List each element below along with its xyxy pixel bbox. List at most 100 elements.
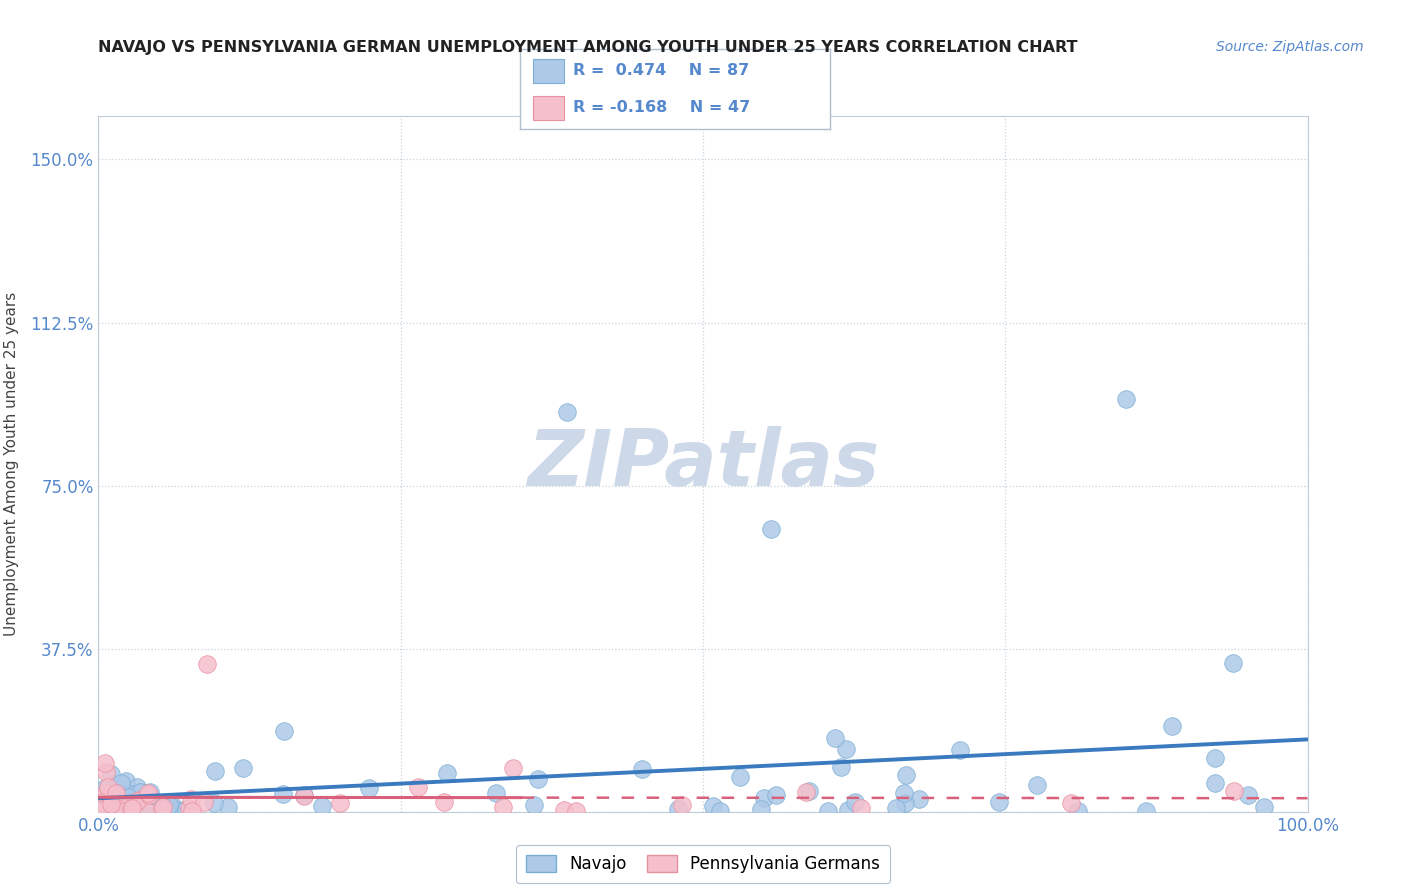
Point	[108, 797, 131, 812]
Point	[432, 795, 454, 809]
Point	[1204, 750, 1226, 764]
Point	[908, 792, 931, 806]
Point	[837, 804, 859, 818]
Point	[89, 793, 111, 807]
Point	[117, 790, 139, 805]
Point	[149, 802, 172, 816]
Point	[104, 789, 127, 804]
Point	[1026, 778, 1049, 792]
Point	[1115, 392, 1137, 406]
Bar	[533, 95, 564, 120]
Point	[110, 789, 132, 803]
Point	[117, 804, 139, 818]
Point	[105, 797, 128, 811]
Point	[565, 804, 588, 818]
Point	[125, 780, 148, 794]
Text: R = -0.168    N = 47: R = -0.168 N = 47	[572, 100, 749, 115]
Point	[100, 767, 122, 781]
Point	[91, 788, 114, 802]
Point	[98, 798, 121, 813]
Point	[193, 795, 215, 809]
Point	[90, 791, 112, 805]
Text: ZIPatlas: ZIPatlas	[527, 425, 879, 502]
Point	[728, 770, 751, 784]
Point	[894, 768, 917, 782]
Y-axis label: Unemployment Among Youth under 25 years: Unemployment Among Youth under 25 years	[4, 292, 20, 636]
Point	[329, 796, 352, 810]
Point	[125, 794, 148, 808]
Point	[1067, 804, 1090, 818]
Point	[155, 800, 177, 814]
Point	[557, 405, 579, 419]
Point	[292, 789, 315, 804]
Point	[110, 800, 132, 814]
Point	[179, 801, 201, 815]
Point	[949, 743, 972, 757]
Point	[139, 785, 162, 799]
Point	[98, 789, 121, 804]
Legend: Navajo, Pennsylvania Germans: Navajo, Pennsylvania Germans	[516, 846, 890, 883]
Point	[1237, 788, 1260, 802]
Point	[97, 780, 120, 794]
Point	[1222, 783, 1244, 797]
Point	[406, 780, 429, 795]
Point	[141, 797, 163, 811]
Point	[357, 781, 380, 796]
Point	[107, 803, 129, 817]
Point	[128, 785, 150, 799]
Point	[96, 802, 118, 816]
Point	[132, 801, 155, 815]
Point	[527, 772, 550, 786]
Point	[851, 801, 873, 815]
Point	[117, 795, 139, 809]
Point	[118, 799, 141, 814]
Point	[232, 761, 254, 775]
Point	[1204, 776, 1226, 790]
Point	[436, 766, 458, 780]
Point	[894, 797, 917, 811]
Point	[121, 801, 143, 815]
Point	[292, 788, 315, 802]
Point	[824, 731, 846, 746]
Point	[160, 797, 183, 812]
Point	[273, 724, 295, 739]
Point	[96, 786, 118, 800]
Point	[502, 761, 524, 775]
Point	[204, 797, 226, 811]
Point	[104, 789, 127, 804]
Point	[271, 787, 294, 801]
Point	[752, 791, 775, 805]
Point	[121, 797, 143, 812]
Point	[176, 802, 198, 816]
Point	[112, 804, 135, 818]
Point	[1160, 719, 1182, 733]
Point	[115, 773, 138, 788]
Point	[987, 795, 1010, 809]
Point	[830, 760, 852, 774]
Point	[1222, 656, 1244, 670]
Point	[765, 788, 787, 802]
Point	[204, 764, 226, 778]
Point	[94, 765, 117, 780]
Point	[311, 799, 333, 814]
Point	[485, 786, 508, 800]
Point	[492, 800, 515, 814]
Point	[157, 797, 180, 812]
Text: NAVAJO VS PENNSYLVANIA GERMAN UNEMPLOYMENT AMONG YOUTH UNDER 25 YEARS CORRELATIO: NAVAJO VS PENNSYLVANIA GERMAN UNEMPLOYME…	[98, 40, 1078, 55]
Point	[181, 805, 204, 819]
Point	[138, 788, 160, 802]
Point	[103, 794, 125, 808]
Point	[104, 786, 127, 800]
Point	[91, 791, 114, 805]
Point	[751, 802, 773, 816]
Point	[152, 800, 174, 814]
Point	[101, 795, 124, 809]
Point	[1253, 800, 1275, 814]
Point	[150, 802, 173, 816]
Point	[834, 742, 856, 756]
Point	[104, 804, 127, 818]
Point	[166, 804, 188, 818]
Point	[794, 785, 817, 799]
Point	[142, 805, 165, 819]
Point	[180, 792, 202, 806]
